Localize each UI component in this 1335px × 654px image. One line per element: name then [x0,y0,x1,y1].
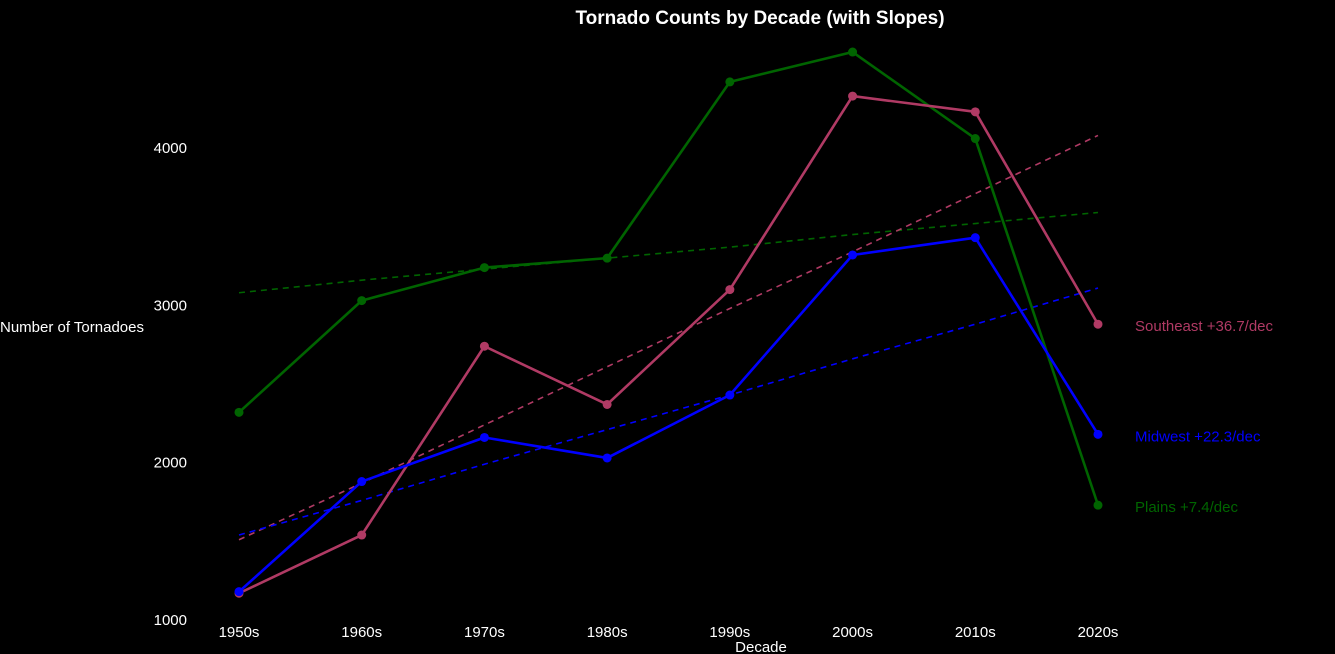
plains-data-point [725,77,735,87]
southeast-data-point [970,107,980,117]
midwest-data-point [479,432,489,442]
chart-title: Tornado Counts by Decade (with Slopes) [575,8,944,29]
series-lines [238,50,1100,595]
southeast-data-point [848,91,858,101]
plains-series-label: Plains +7.4/dec [1135,499,1238,516]
y-tick-label: 1000 [154,612,187,629]
southeast-data-point [479,341,489,351]
x-tick-label: 2020s [1078,624,1119,641]
midwest-data-point [848,250,858,260]
x-tick-label: 1950s [219,624,260,641]
southeast-data-point [1093,319,1103,329]
y-tick-label: 4000 [154,140,187,157]
y-tick-label: 3000 [154,297,187,314]
midwest-series-label: Midwest +22.3/dec [1135,428,1261,445]
plains-series-line [238,50,1100,506]
y-tick-label: 2000 [154,455,187,472]
x-axis: 1950s 1960s 1970s 1980s 1990s 2000s 2010s 2020s [219,624,1119,641]
midwest-trend-line [238,287,1099,536]
plains-data-point [479,263,489,273]
y-axis: 1000 2000 3000 4000 [154,140,187,629]
plains-data-point [848,47,858,57]
southeast-series-line [238,94,1100,595]
southeast-series-label: Southeast +36.7/dec [1135,318,1274,335]
x-axis-label: Decade [735,639,787,654]
x-tick-label: 1960s [341,624,382,641]
southeast-data-point [602,399,612,409]
midwest-data-point [970,233,980,243]
x-tick-label: 1970s [464,624,505,641]
x-tick-label: 1980s [587,624,628,641]
plains-trend-line [238,211,1099,294]
midwest-data-point [234,587,244,597]
southeast-data-point [725,285,735,295]
midwest-data-point [602,453,612,463]
x-tick-label: 1990s [709,624,750,641]
southeast-data-point [357,530,367,540]
x-tick-label: 2000s [832,624,873,641]
plains-data-point [1093,500,1103,510]
x-tick-label: 2010s [955,624,996,641]
plains-data-point [234,407,244,417]
midwest-series-line [238,236,1100,593]
series-points [234,47,1103,598]
midwest-data-point [725,390,735,400]
plains-data-point [357,296,367,306]
midwest-data-point [357,477,367,487]
midwest-data-point [1093,429,1103,439]
series-labels: Plains +7.4/dec Southeast +36.7/dec Midwes… [1135,318,1274,516]
plains-data-point [970,134,980,144]
y-axis-label: Number of Tornadoes [0,319,144,336]
plains-data-point [602,253,612,263]
